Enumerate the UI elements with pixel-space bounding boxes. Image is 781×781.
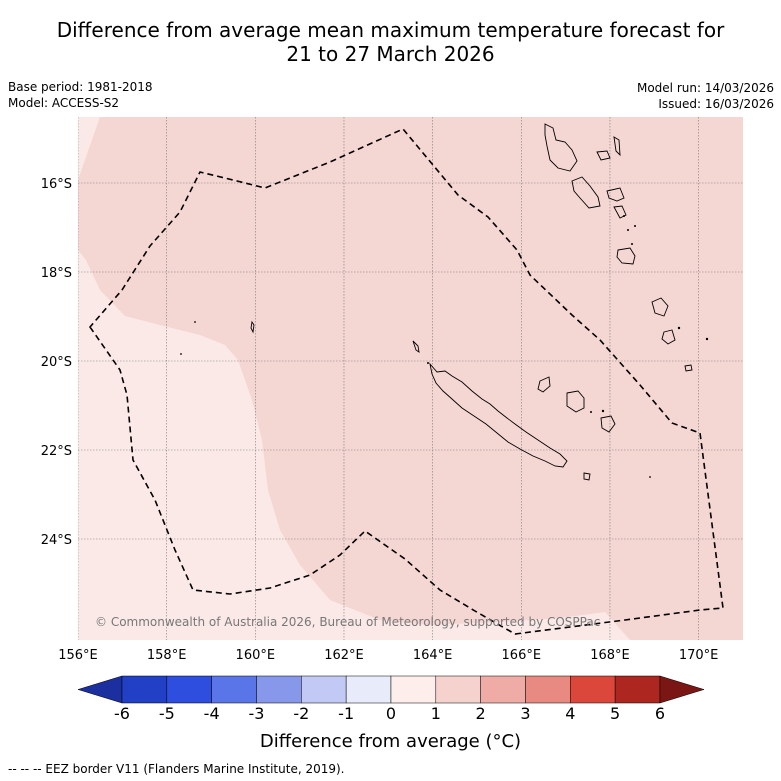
espiritu-santo-coast: [544, 123, 578, 172]
colorbar-segment: [166, 675, 212, 704]
chart-title: Difference from average mean maximum tem…: [0, 18, 781, 66]
eez-border: [88, 128, 724, 635]
title-line-2: 21 to 27 March 2026: [286, 42, 495, 66]
islet: [180, 353, 182, 355]
malakula-coast: [571, 176, 601, 209]
efate-coast: [616, 247, 636, 265]
colorbar-segment: [570, 675, 616, 704]
colorbar-segment: [659, 675, 705, 704]
erromango-coast: [651, 297, 669, 317]
colorbar-segment: [390, 675, 437, 704]
map-body: © Commonwealth of Australia 2026, Bureau…: [78, 117, 743, 640]
colorbar-segment: [256, 675, 302, 704]
malo-coast: [596, 150, 611, 161]
colorbar-segment: [211, 675, 257, 704]
colorbar-tick: 2: [475, 704, 486, 723]
islet: [194, 321, 196, 323]
colorbar-tick: -4: [203, 704, 220, 723]
longitude-label: 162°E: [324, 648, 364, 663]
islet: [677, 326, 681, 330]
colorbar-tick: 0: [385, 704, 397, 723]
base-period: Base period: 1981-2018: [8, 80, 153, 94]
colorbar-segment: [121, 675, 168, 704]
colorbar-tick: 5: [610, 704, 621, 723]
islet: [649, 476, 651, 478]
pentecost-coast: [606, 187, 625, 202]
coastlines: [250, 123, 693, 481]
colorbar-tick: -3: [248, 704, 265, 723]
colorbar-tick: -1: [338, 704, 355, 723]
model-name: Model: ACCESS-S2: [8, 96, 120, 110]
graticule: [78, 117, 743, 640]
ouvea-coast: [537, 376, 551, 393]
islet: [627, 229, 629, 231]
chesterfield-coast: [250, 320, 255, 334]
aneityum-coast: [684, 364, 693, 372]
small-islets: [180, 215, 709, 478]
colorbar-segment: [525, 675, 571, 704]
islet: [601, 409, 605, 413]
eez-legend: -- -- -- EEZ border V11 (Flanders Marine…: [8, 762, 345, 776]
colorbar-tick: 4: [565, 704, 576, 723]
colorbar-label: Difference from average (°C): [259, 731, 522, 752]
colorbar-tick: 6: [654, 704, 666, 723]
colorbar-segment: [435, 675, 481, 704]
issued-date: Issued: 16/03/2026: [658, 97, 774, 111]
belep-islands-coast: [412, 340, 420, 353]
new-caledonia-coast: [429, 362, 568, 468]
islet: [631, 243, 633, 245]
longitude-label: 166°E: [502, 648, 542, 663]
maewo-coast: [613, 136, 621, 157]
colorbar-tick: 1: [430, 704, 441, 723]
longitude-label: 158°E: [147, 648, 187, 663]
mare-coast: [600, 415, 616, 433]
colorbar-segment: [77, 675, 123, 704]
copyright-notice: © Commonwealth of Australia 2026, Bureau…: [95, 615, 600, 629]
latitude-label: 18°S: [41, 266, 72, 281]
longitude-label: 164°E: [413, 648, 453, 663]
anomaly-region-high: [78, 117, 743, 640]
title-line-1: Difference from average mean maximum tem…: [56, 18, 725, 42]
islet: [634, 225, 636, 227]
colorbar-segment: [301, 675, 347, 704]
colorbar-segment: [345, 675, 392, 704]
colorbar-tick: -2: [293, 704, 310, 723]
meta-right: Model run: 14/03/2026 Issued: 16/03/2026: [637, 80, 774, 112]
longitude-label: 168°E: [590, 648, 630, 663]
islet: [427, 362, 429, 364]
colorbar-tick: 3: [520, 704, 531, 723]
islet: [623, 215, 625, 217]
longitude-label: 156°E: [58, 648, 98, 663]
colorbar-tick: -5: [158, 704, 175, 723]
epi-coast: [613, 205, 627, 219]
latitude-label: 16°S: [41, 177, 72, 192]
longitude-label: 160°E: [236, 648, 276, 663]
model-run: Model run: 14/03/2026: [636, 81, 774, 95]
colorbar: [77, 675, 705, 704]
lifou-coast: [566, 390, 585, 413]
colorbar-tick: -6: [114, 704, 130, 723]
islet: [705, 337, 709, 341]
latitude-label: 20°S: [41, 355, 72, 370]
tanna-coast: [661, 329, 676, 345]
latitude-label: 22°S: [41, 444, 72, 459]
longitude-labels: 156°E 158°E 160°E 162°E 164°E 166°E 168°E 170°E: [58, 648, 718, 663]
latitude-label: 24°S: [41, 533, 72, 548]
meta-left: Base period: 1981-2018 Model: ACCESS-S2: [8, 79, 153, 111]
latitude-labels: 16°S 18°S 20°S 22°S 24°S: [41, 177, 72, 548]
colorbar-segment: [480, 675, 526, 704]
isle-of-pines-coast: [583, 472, 591, 481]
colorbar-segment: [614, 675, 661, 704]
islet: [590, 411, 592, 413]
longitude-label: 170°E: [679, 648, 719, 663]
